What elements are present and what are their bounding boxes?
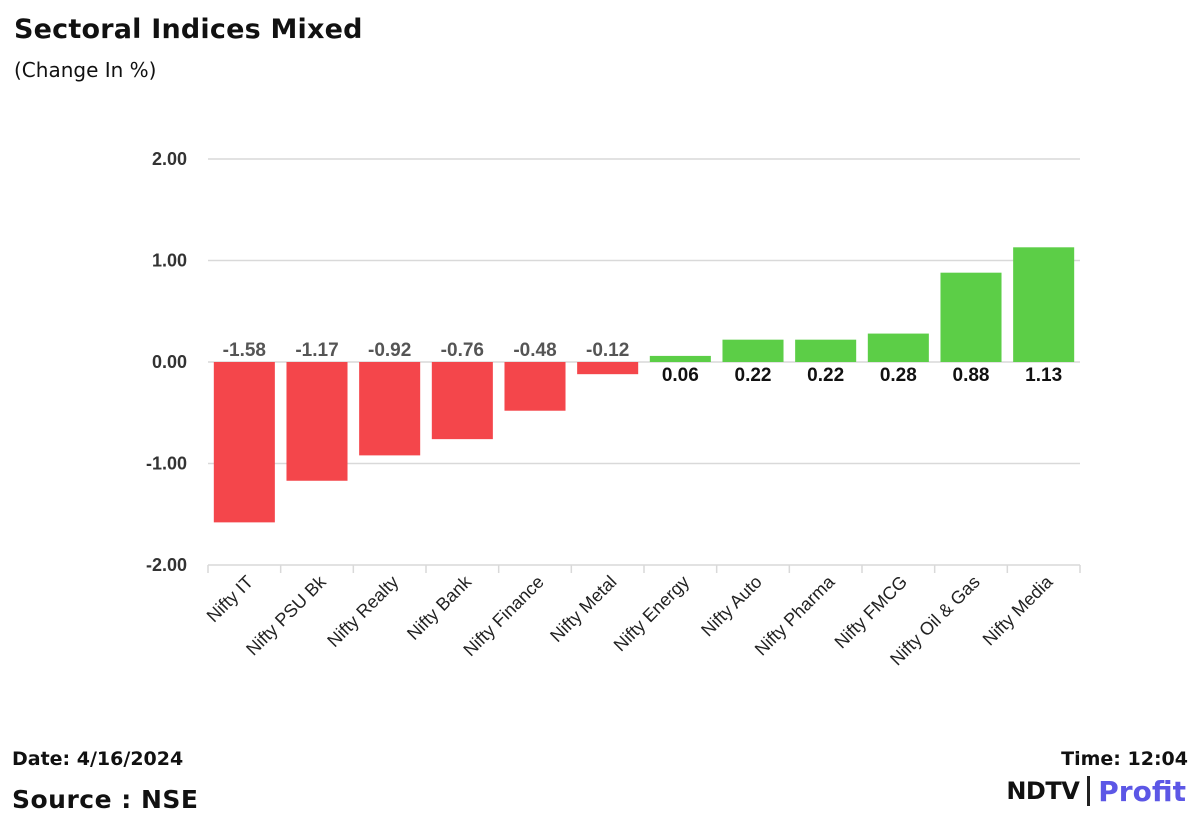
value-label: 0.06: [662, 365, 699, 386]
category-label: Nifty Realty: [323, 572, 402, 651]
category-label: Nifty IT: [203, 572, 257, 626]
y-tick-label: 2.00: [152, 149, 187, 169]
category-label: Nifty Auto: [697, 572, 766, 641]
value-label: 0.22: [807, 365, 844, 386]
date-label: Date: 4/16/2024: [12, 748, 184, 770]
y-axis: 2.00 1.00 0.00 -1.00 -2.00: [146, 149, 187, 575]
source-label: Source : NSE: [12, 785, 199, 814]
value-label: -1.58: [223, 340, 266, 361]
bar: [1013, 247, 1075, 362]
value-label: -0.92: [368, 340, 411, 361]
logo-ndtv-text: NDTV: [1006, 777, 1080, 805]
y-tick-label: 1.00: [152, 251, 187, 271]
category-label: Nifty Metal: [546, 572, 620, 646]
bar: [504, 362, 566, 411]
category-label: Nifty Media: [979, 571, 1057, 649]
chart-subtitle: (Change In %): [14, 58, 157, 82]
chart-title: Sectoral Indices Mixed: [14, 14, 363, 45]
logo-divider: [1087, 776, 1091, 806]
bar: [577, 362, 639, 375]
y-tick-label: -2.00: [146, 555, 187, 575]
bars: [213, 247, 1075, 523]
value-label: -1.17: [295, 340, 338, 361]
bar: [286, 362, 348, 481]
value-label: 1.13: [1025, 365, 1062, 386]
y-tick-label: -1.00: [146, 454, 187, 474]
bar: [649, 355, 711, 362]
value-label: 0.28: [880, 365, 917, 386]
ndtv-profit-logo: NDTV Profit: [1006, 774, 1186, 808]
y-tick-label: 0.00: [152, 352, 187, 372]
bar: [940, 272, 1002, 362]
bar: [795, 339, 857, 362]
value-labels: -1.58 -1.17 -0.92 -0.76 -0.48 -0.12 0.06 0.22 0.…: [223, 340, 1062, 386]
bar: [359, 362, 421, 456]
bar: [867, 333, 929, 362]
category-label: Nifty Bank: [403, 571, 476, 644]
bar: [431, 362, 493, 440]
category-label: Nifty Energy: [610, 572, 693, 655]
category-label: Nifty FMCG: [831, 572, 912, 653]
logo-profit-text: Profit: [1098, 774, 1186, 808]
value-label: -0.76: [441, 340, 484, 361]
bar: [213, 362, 275, 523]
value-label: -0.48: [513, 340, 556, 361]
value-label: -0.12: [586, 340, 629, 361]
time-label: Time: 12:04: [1061, 748, 1188, 770]
value-label: 0.88: [953, 365, 990, 386]
grid-lines: [207, 158, 1081, 573]
value-label: 0.22: [735, 365, 772, 386]
bar: [722, 339, 784, 362]
